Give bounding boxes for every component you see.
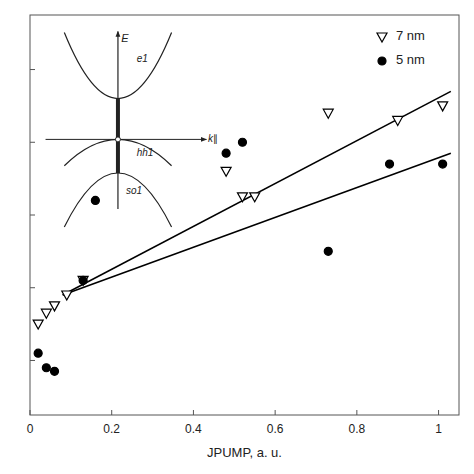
x-tick — [356, 410, 357, 415]
x-tick — [30, 410, 31, 415]
plot-frame — [30, 15, 459, 415]
x-tick — [111, 410, 112, 415]
inset-label: e1 — [137, 53, 148, 64]
data-point — [386, 160, 394, 168]
y-tick — [30, 287, 35, 288]
data-point — [250, 193, 260, 202]
inset-label: so1 — [126, 185, 142, 196]
plot-area — [33, 91, 451, 375]
transition-bar — [116, 99, 120, 173]
legend-marker — [377, 33, 387, 42]
legend-label: 7 nm — [396, 28, 425, 43]
x-tick — [193, 410, 194, 415]
data-point — [238, 138, 246, 146]
data-point — [221, 167, 231, 176]
energy-axis — [117, 31, 118, 209]
data-point — [62, 291, 72, 300]
x-tick-label: 0.6 — [267, 422, 284, 436]
data-point — [439, 160, 447, 168]
data-point — [91, 196, 99, 204]
data-point — [79, 276, 87, 284]
data-point — [323, 109, 333, 118]
legend-label: 5 nm — [396, 52, 425, 67]
data-point — [34, 349, 42, 357]
inset-label: hh1 — [137, 147, 154, 158]
x-tick-label: 0.2 — [103, 422, 120, 436]
data-point — [41, 309, 51, 318]
inset-label: E — [121, 32, 129, 44]
x-axis-label: JPUMP, a. u. — [207, 445, 282, 460]
data-point — [33, 320, 43, 329]
chart: 0 0.2 0.4 0.6 0.8 1 JPUMP, a. u. Ee1 k∥ hh1 so1 7 n… — [0, 0, 474, 474]
data-point — [237, 193, 247, 202]
data-point — [50, 302, 60, 311]
x-tick-label: 0 — [27, 422, 34, 436]
y-tick — [30, 360, 35, 361]
data-point — [393, 116, 403, 125]
legend: 7 nm 5 nm — [377, 28, 425, 67]
x-tick — [275, 410, 276, 415]
data-point — [222, 149, 230, 157]
fit-line — [63, 91, 451, 295]
x-tick-label: 0.4 — [185, 422, 202, 436]
data-point — [438, 102, 448, 111]
y-tick — [30, 142, 35, 143]
y-tick — [30, 215, 35, 216]
data-point — [42, 364, 50, 372]
k-axis — [46, 139, 207, 140]
junction-point — [115, 137, 120, 142]
legend-marker — [378, 57, 386, 65]
inset-diagram: Ee1 k∥ hh1 so1 — [46, 31, 218, 227]
data-point — [51, 367, 59, 375]
x-tick-label: 1 — [435, 422, 442, 436]
x-tick-label: 0.8 — [349, 422, 366, 436]
data-point — [324, 247, 332, 255]
fit-line — [63, 153, 451, 295]
data-point — [78, 276, 88, 285]
y-tick — [30, 69, 35, 70]
x-tick — [438, 410, 439, 415]
inset-label: k∥ — [208, 133, 218, 145]
